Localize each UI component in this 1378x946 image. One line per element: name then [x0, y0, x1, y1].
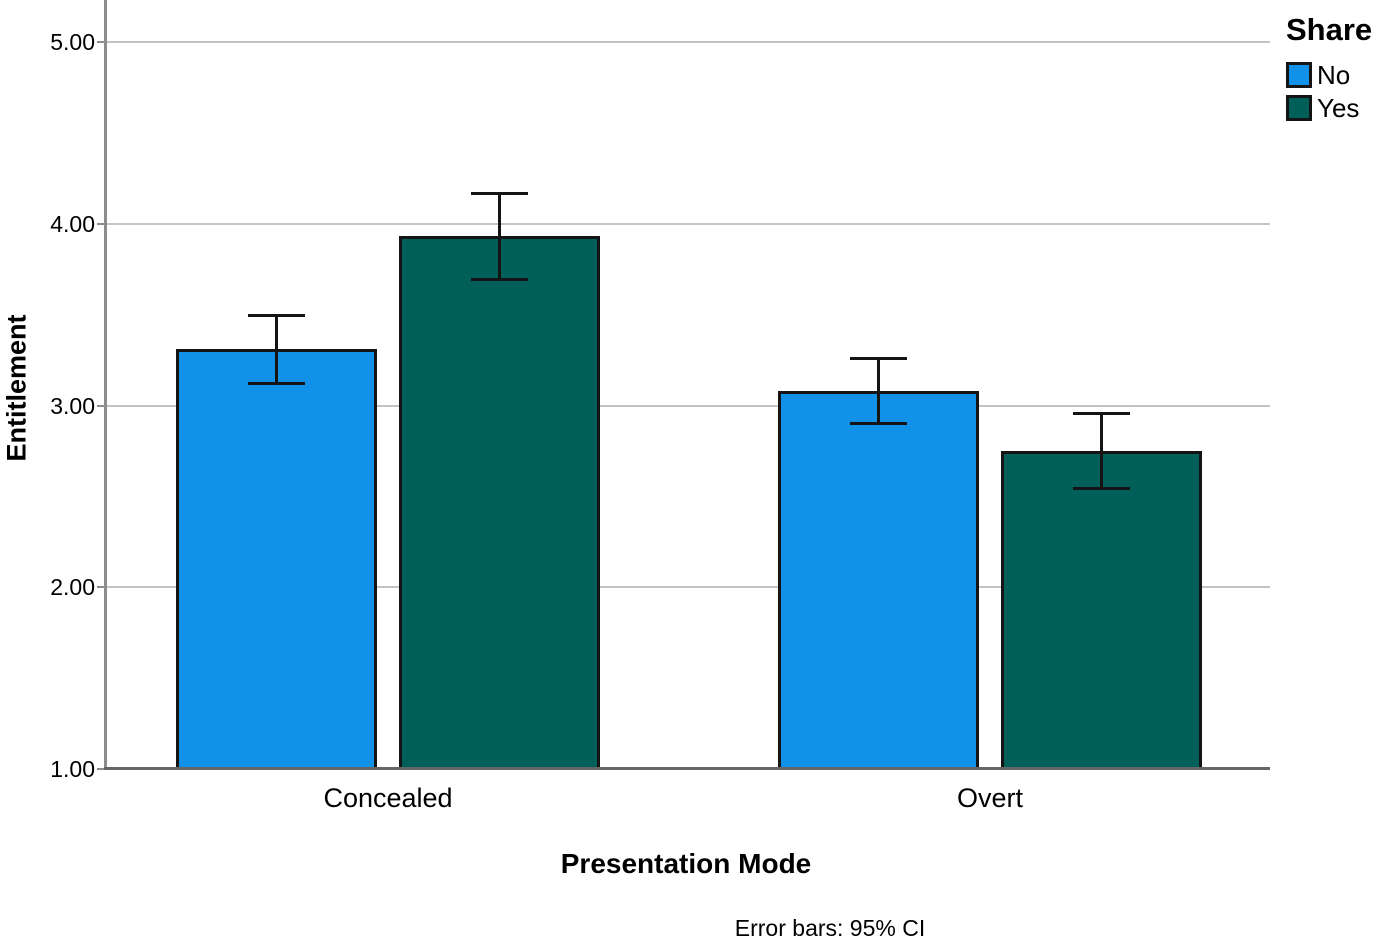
- y-tick-mark: [97, 222, 104, 225]
- error-cap-top-overt-no: [850, 357, 907, 361]
- legend: Share No Yes: [1286, 12, 1372, 128]
- error-cap-top-concealed-yes: [471, 191, 528, 195]
- x-axis-baseline: [104, 767, 1270, 770]
- y-axis-line: [104, 0, 107, 769]
- y-tick-label-5.00: 5.00: [50, 29, 95, 55]
- legend-title: Share: [1286, 12, 1373, 47]
- gridline-4.00: [104, 222, 1270, 225]
- gridline-2.00: [104, 586, 1270, 589]
- legend-swatch-yes: [1286, 95, 1312, 121]
- gridline-3.00: [104, 404, 1270, 407]
- y-tick-label-2.00: 2.00: [50, 574, 95, 601]
- error-bars-footnote: Error bars: 95% CI: [734, 915, 926, 941]
- legend-item-no: No: [1286, 62, 1372, 88]
- y-tick-mark: [97, 404, 104, 407]
- x-category-label-concealed: Concealed: [323, 783, 453, 813]
- bar-overt-no: [778, 390, 979, 769]
- bar-concealed-yes: [399, 236, 600, 769]
- error-cap-bottom-overt-no: [850, 421, 907, 425]
- y-axis-title: Entitlement: [1, 314, 32, 462]
- bar-overt-yes: [1001, 450, 1202, 769]
- plot-area: [104, 0, 1270, 769]
- error-whisker-concealed-no: [275, 314, 278, 384]
- error-cap-top-overt-yes: [1073, 411, 1130, 415]
- y-tick-label-1.00: 1.00: [50, 756, 95, 782]
- error-whisker-concealed-yes: [498, 192, 501, 281]
- gridline-5.00: [104, 41, 1270, 43]
- legend-swatch-no: [1286, 62, 1312, 88]
- error-whisker-overt-no: [877, 358, 880, 424]
- legend-items: No Yes: [1286, 62, 1372, 121]
- x-axis-title: Presentation Mode: [560, 848, 812, 879]
- legend-label-no: No: [1317, 60, 1351, 90]
- legend-item-yes: Yes: [1286, 95, 1372, 121]
- y-tick-mark: [97, 768, 104, 770]
- bar-concealed-no: [176, 349, 377, 769]
- y-tick-label-4.00: 4.00: [50, 210, 95, 237]
- x-category-label-overt: Overt: [956, 783, 1024, 813]
- error-whisker-overt-yes: [1100, 412, 1103, 490]
- error-cap-bottom-concealed-no: [248, 381, 305, 385]
- y-tick-mark: [97, 41, 104, 43]
- error-cap-top-concealed-no: [248, 313, 305, 317]
- y-tick-mark: [97, 586, 104, 589]
- error-cap-bottom-overt-yes: [1073, 487, 1130, 491]
- error-cap-bottom-concealed-yes: [471, 278, 528, 282]
- y-tick-label-3.00: 3.00: [50, 392, 95, 419]
- legend-label-yes: Yes: [1317, 93, 1360, 123]
